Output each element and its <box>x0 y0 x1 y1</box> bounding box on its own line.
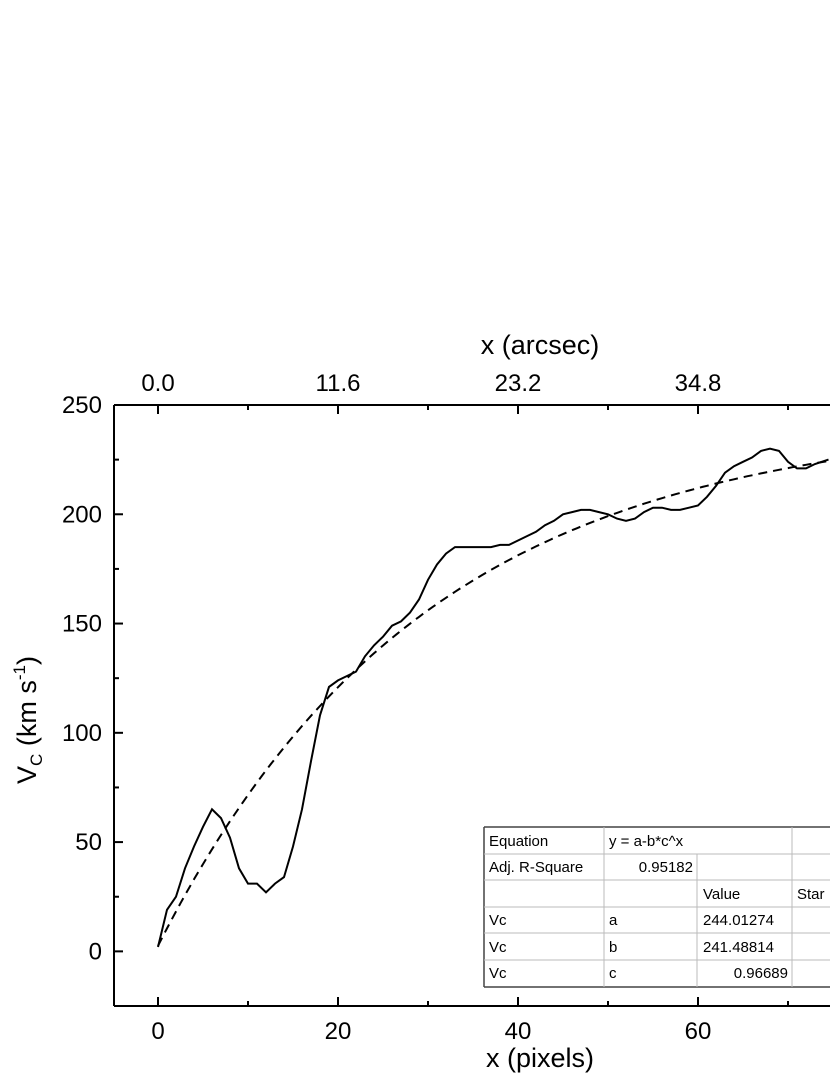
axis-ticks <box>114 404 789 1007</box>
top-x-tick-label: 34.8 <box>675 370 722 397</box>
x-axis-title: x (pixels) <box>486 1043 594 1073</box>
x-tick-label: 60 <box>685 1018 712 1045</box>
table-cell: a <box>609 912 618 929</box>
y-axis-title-main: V <box>12 766 42 784</box>
table-cell: 0.95182 <box>639 859 693 876</box>
table-cell: c <box>609 965 617 982</box>
top-x-axis-title: x (arcsec) <box>481 330 600 360</box>
table-cell: Vc <box>489 939 507 956</box>
y-axis-title-superscript: -1 <box>10 665 29 680</box>
fit-results-table: Equation y = a-b*c^x Adj. R-Square 0.951… <box>483 826 830 988</box>
table-cell: 244.01274 <box>703 912 774 929</box>
table-cell: Value <box>703 886 740 903</box>
table-cell: Equation <box>489 833 548 850</box>
y-axis-title-units: (km s <box>12 680 42 754</box>
y-tick-label: 150 <box>62 611 102 638</box>
table-cell: Star <box>797 886 825 903</box>
table-cell: b <box>609 939 617 956</box>
x-tick-label: 20 <box>325 1018 352 1045</box>
y-tick-label: 250 <box>62 392 102 419</box>
y-tick-label: 100 <box>62 720 102 747</box>
y-tick-label: 0 <box>89 938 102 965</box>
table-cell: 241.48814 <box>703 939 774 956</box>
top-x-tick-label: 23.2 <box>495 370 542 397</box>
table-cell: Vc <box>489 965 507 982</box>
observed-velocity-curve <box>157 447 829 948</box>
table-cell: y = a-b*c^x <box>609 833 684 850</box>
top-x-tick-label: 11.6 <box>316 370 361 397</box>
y-tick-label: 200 <box>62 501 102 528</box>
table-cell: Vc <box>489 912 507 929</box>
y-axis-title-subscript: C <box>27 754 46 766</box>
y-tick-label: 50 <box>75 829 102 856</box>
exponential-fit-curve <box>157 460 829 947</box>
axis-tick-labels: 0 20 40 60 0.0 11.6 23.2 34.8 0 50 100 150 200 250 <box>62 370 721 1045</box>
y-axis-title: VC (km s-1) <box>10 656 46 784</box>
table-cell: Adj. R-Square <box>489 859 583 876</box>
top-x-tick-label: 0.0 <box>141 370 174 397</box>
x-tick-label: 40 <box>505 1018 532 1045</box>
y-axis-title-close: ) <box>12 656 42 665</box>
x-tick-label: 0 <box>151 1018 164 1045</box>
table-cell: 0.96689 <box>734 965 788 982</box>
